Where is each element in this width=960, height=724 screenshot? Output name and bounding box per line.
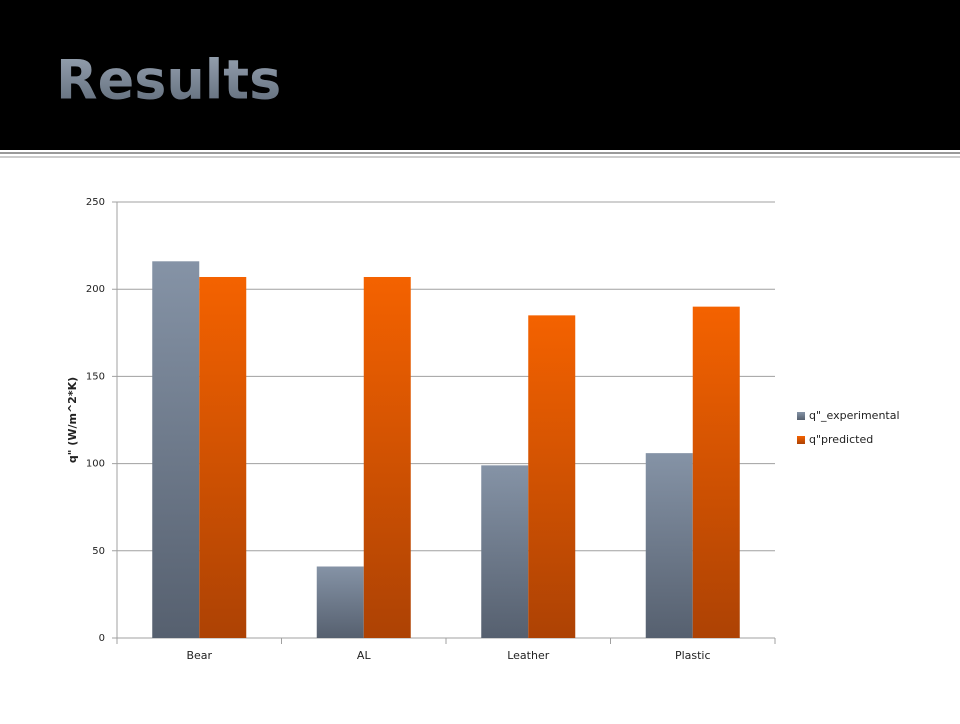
- bar: [363, 276, 411, 638]
- header-rule: [0, 152, 960, 154]
- legend-swatch: [797, 412, 805, 420]
- x-tick-label: Leather: [507, 649, 549, 662]
- legend-label: q"predicted: [809, 433, 873, 446]
- bar: [316, 566, 364, 638]
- bar: [199, 276, 247, 638]
- y-tick-label: 0: [99, 633, 105, 644]
- legend-label: q"_experimental: [809, 409, 900, 422]
- y-tick-label: 250: [86, 197, 105, 208]
- x-tick-label: Plastic: [675, 649, 711, 662]
- y-tick-label: 200: [86, 284, 105, 295]
- legend-swatch: [797, 436, 805, 444]
- x-tick-label: Bear: [186, 649, 212, 662]
- bar: [481, 465, 529, 638]
- y-tick-label: 150: [86, 371, 105, 382]
- bar: [645, 453, 693, 638]
- bar: [692, 306, 740, 638]
- y-tick-label: 100: [86, 459, 105, 470]
- header-rule: [0, 156, 960, 158]
- y-tick-label: 50: [92, 546, 105, 557]
- slide-title: Results: [56, 49, 281, 112]
- x-tick-label: AL: [357, 649, 372, 662]
- header-band: [0, 0, 960, 150]
- y-axis-label: q" (W/m^2*K): [66, 377, 79, 463]
- bar: [152, 261, 200, 638]
- bar: [528, 315, 576, 638]
